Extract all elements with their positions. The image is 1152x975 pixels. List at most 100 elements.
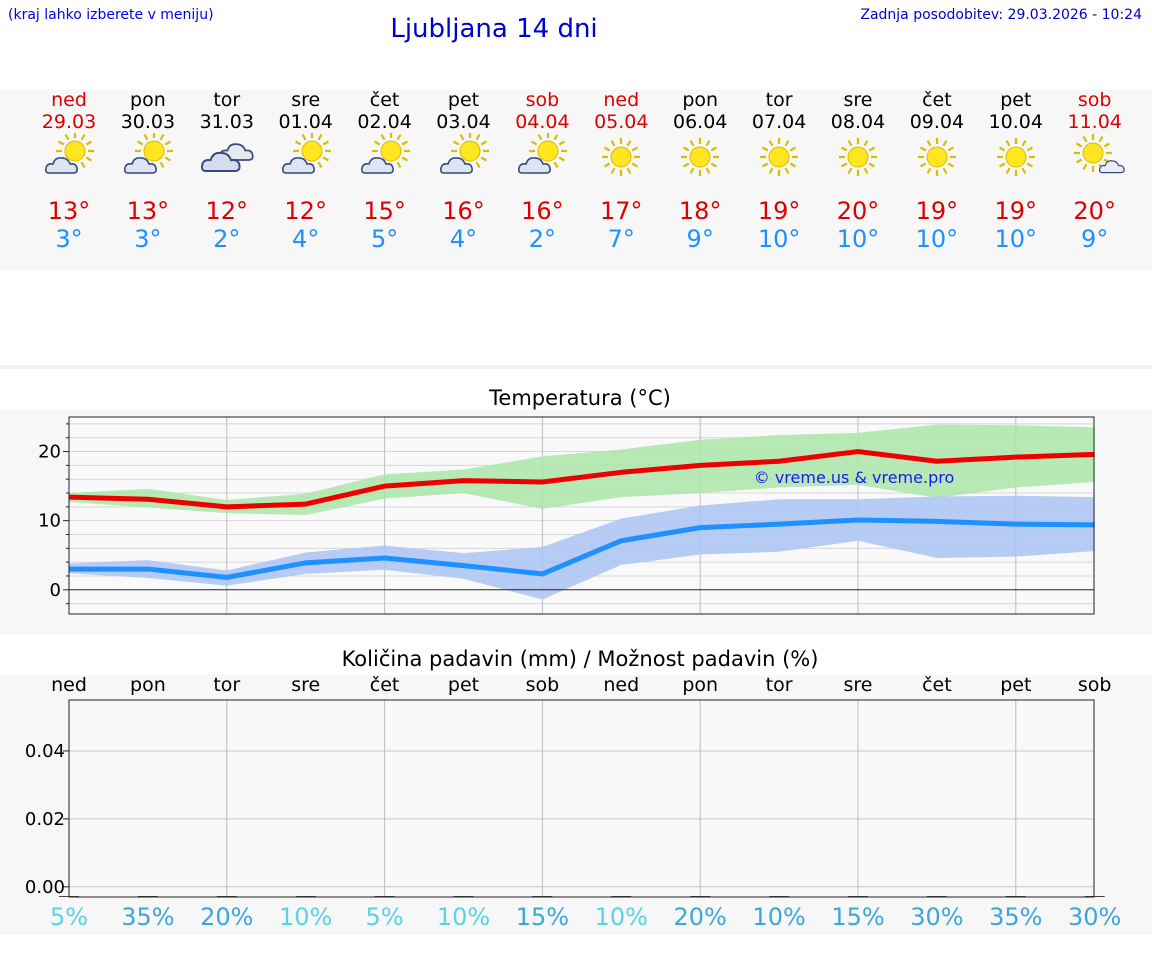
day-name: pet [1000,89,1032,111]
section-divider [0,365,1152,369]
precipitation-chance: 20% [200,903,254,931]
day-column: sre 08.04 [818,89,898,133]
day-column: ned 05.04 [581,89,661,133]
max-temperature: 20° [1073,197,1116,225]
day-column: čet 02.04 [345,89,425,133]
precipitation-chance: 30% [1068,903,1122,931]
min-temperature: 9° [1081,225,1109,253]
plot-frame [68,699,1095,898]
precipitation-chart: 0.00 0.02 0.04 [25,699,1105,898]
y-tick-label: 20 [38,442,61,463]
sun-icon [670,133,730,183]
last-update-label: Zadnja posodobitev: 29.03.2026 - 10:24 [860,7,1142,23]
sun-icon [749,133,809,183]
precipitation-day-label: ned [603,674,640,696]
sun-icon [907,133,967,183]
min-temperature: 10° [836,225,880,253]
precipitation-day-label: sob [525,674,560,696]
day-column: čet 09.04 [897,89,977,133]
max-temperature: 16° [521,197,564,225]
max-temperature: 13° [126,197,170,225]
precipitation-chance: 15% [831,903,885,931]
day-column: pon 30.03 [108,89,188,133]
min-temperature: 4° [449,225,478,253]
precipitation-day-label: pet [1000,674,1032,696]
location-menu-hint[interactable]: (kraj lahko izberete v meniju) [8,7,214,23]
sun-icon [986,133,1046,183]
day-name: tor [765,89,793,111]
min-temperature-line [69,517,1095,580]
precipitation-chance: 10% [752,903,806,931]
day-date: 11.04 [1067,111,1122,133]
precipitation-day-label: tor [765,674,793,696]
day-date: 10.04 [988,111,1043,133]
day-column: pet 10.04 [976,89,1056,133]
min-temperature: 3° [134,225,162,253]
day-date: 06.04 [672,111,728,133]
max-temperature: 19° [994,197,1038,225]
day-date: 03.04 [436,111,491,133]
day-name: čet [922,89,952,111]
sun-cloud-icon [118,132,178,183]
max-temperature: 12° [284,197,327,225]
page-title: Ljubljana 14 dni [390,14,598,44]
day-name: pon [682,89,719,111]
day-column: sre 01.04 [266,89,346,133]
plot-area [69,700,1094,897]
cloudy-icon [197,133,257,183]
forecast-days-panel [0,90,1152,270]
max-temperature: 18° [678,197,722,225]
sun-cloud-icon [355,132,415,183]
sun-cloud-icon [434,132,494,183]
precipitation-chance: 5% [49,903,89,931]
precipitation-day-label: sre [843,674,873,696]
min-temperature: 3° [55,225,83,253]
day-column: tor 31.03 [187,89,267,133]
precipitation-chance: 10% [594,903,648,931]
precipitation-day-label: sre [291,674,321,696]
min-temperature: 2° [528,225,557,253]
day-name: čet [369,89,400,111]
precipitation-day-label: pon [130,674,166,696]
y-tick-label: 0 [50,580,61,601]
precipitation-day-label: pon [682,674,719,696]
max-temperature: 19° [757,197,801,225]
min-temperature: 9° [686,225,714,253]
precipitation-day-label: pet [447,674,480,696]
sun-cloud-icon [39,132,99,183]
day-name: sob [1077,89,1112,111]
day-column: sob 04.04 [502,89,582,133]
day-name: pet [447,89,480,111]
sun-cloud-icon [276,132,336,183]
day-date: 05.04 [594,111,649,133]
max-temperature: 15° [363,197,406,225]
day-date: 09.04 [909,111,965,133]
min-temperature: 4° [292,225,320,253]
min-temperature: 10° [994,225,1038,253]
precipitation-chance: 5% [365,903,404,931]
sun-icon [591,133,651,183]
day-name: pon [130,89,166,111]
sun-small-cloud-icon [1065,133,1125,183]
sun-icon [828,133,888,183]
precipitation-chance: 30% [910,903,964,931]
precipitation-chance: 35% [121,903,175,931]
min-temperature: 10° [915,225,959,253]
precipitation-chance: 20% [673,903,727,931]
day-column: tor 07.04 [739,89,819,133]
precipitation-chance: 15% [515,903,570,931]
max-temperature: 13° [47,197,91,225]
max-temperature: 12° [205,197,249,225]
plot-frame [68,416,1095,615]
precipitation-chance: 10% [279,903,333,931]
watermark: © vreme.us & vreme.pro [754,468,955,487]
y-tick-label: 0.02 [25,809,65,830]
precipitation-chance: 35% [989,903,1043,931]
max-temperature-line [68,449,1095,510]
temperature-chart: © vreme.us & vreme.pro 0 10 20 [38,416,1095,615]
day-column: pet 03.04 [424,89,504,133]
precipitation-day-label: tor [213,674,241,696]
min-temperature: 10° [757,225,801,253]
y-tick-label: 0.04 [25,741,65,762]
day-date: 08.04 [830,111,886,133]
